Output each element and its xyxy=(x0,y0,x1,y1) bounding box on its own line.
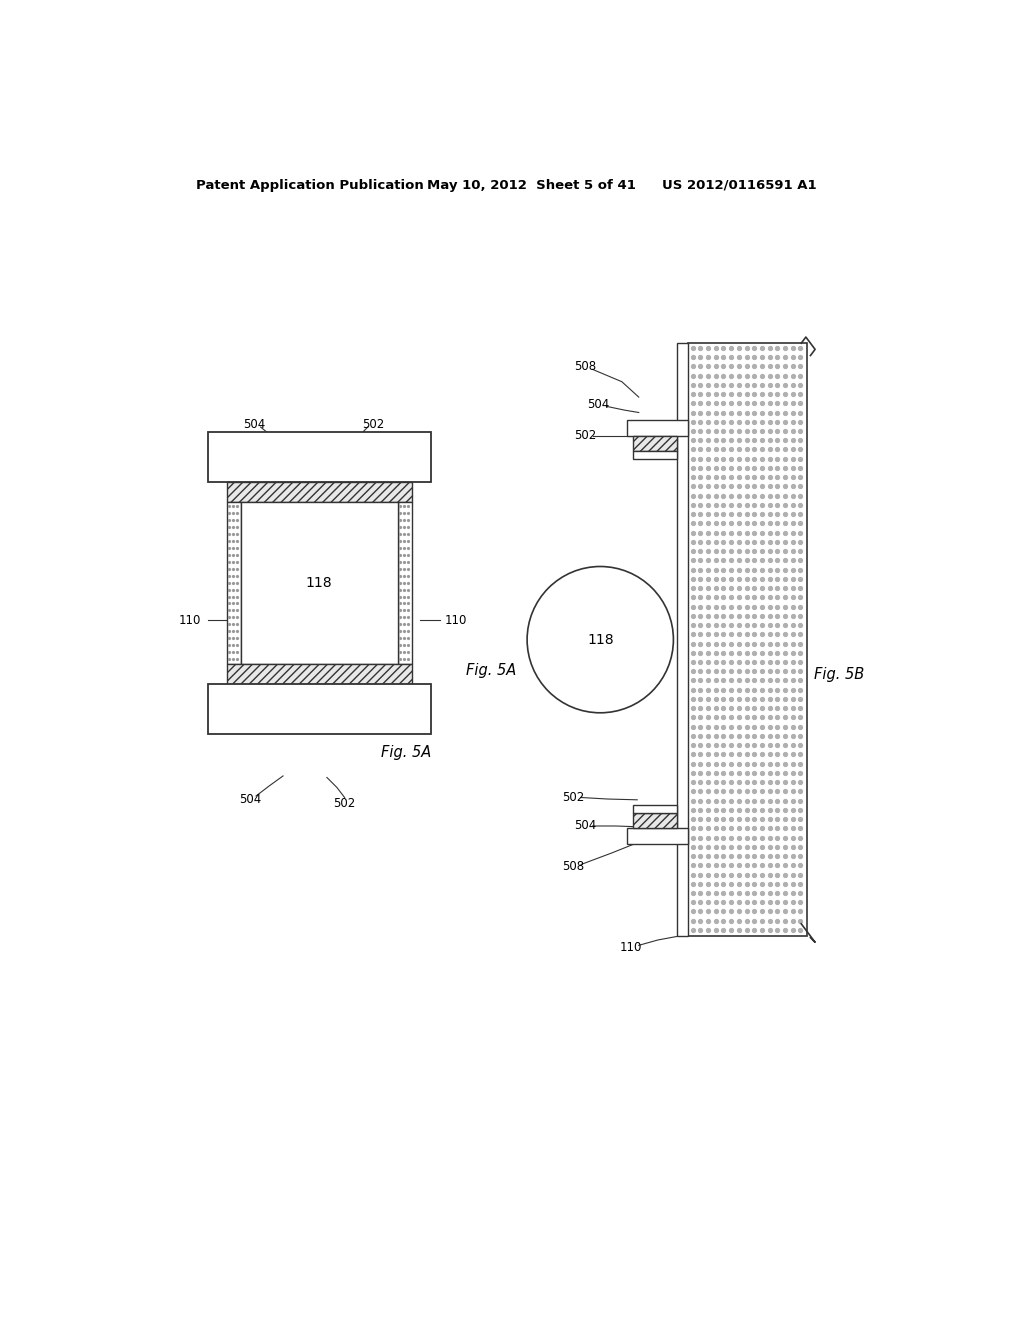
Bar xyxy=(634,805,677,813)
Text: Fig. 5B: Fig. 5B xyxy=(814,667,864,682)
Bar xyxy=(628,420,688,436)
Bar xyxy=(677,343,688,936)
Text: 118: 118 xyxy=(587,632,613,647)
Text: 504: 504 xyxy=(243,417,265,430)
Bar xyxy=(634,436,677,451)
Bar xyxy=(397,502,412,664)
Bar xyxy=(241,502,397,664)
Text: 502: 502 xyxy=(362,417,384,430)
Bar xyxy=(688,343,807,936)
Bar xyxy=(208,684,431,734)
Text: 502: 502 xyxy=(573,429,596,442)
Text: Fig. 5A: Fig. 5A xyxy=(466,663,516,678)
Text: Patent Application Publication: Patent Application Publication xyxy=(196,178,424,191)
Bar xyxy=(226,482,412,502)
Text: 504: 504 xyxy=(239,792,261,805)
Text: 110: 110 xyxy=(444,614,467,627)
Text: 118: 118 xyxy=(306,576,333,590)
Text: 110: 110 xyxy=(620,941,642,954)
Text: 502: 502 xyxy=(334,797,355,810)
Bar xyxy=(628,829,688,843)
Text: Fig. 5A: Fig. 5A xyxy=(381,746,431,760)
Text: 110: 110 xyxy=(179,614,202,627)
Text: US 2012/0116591 A1: US 2012/0116591 A1 xyxy=(662,178,816,191)
Text: 508: 508 xyxy=(573,360,596,372)
Bar xyxy=(226,664,412,684)
Bar xyxy=(634,451,677,459)
Bar xyxy=(208,432,431,482)
Text: 508: 508 xyxy=(562,861,585,874)
Circle shape xyxy=(527,566,674,713)
Text: 502: 502 xyxy=(562,791,585,804)
Bar xyxy=(226,502,241,664)
Text: 504: 504 xyxy=(573,820,596,833)
Bar xyxy=(634,813,677,829)
Text: 504: 504 xyxy=(588,399,610,412)
Text: May 10, 2012  Sheet 5 of 41: May 10, 2012 Sheet 5 of 41 xyxy=(427,178,636,191)
